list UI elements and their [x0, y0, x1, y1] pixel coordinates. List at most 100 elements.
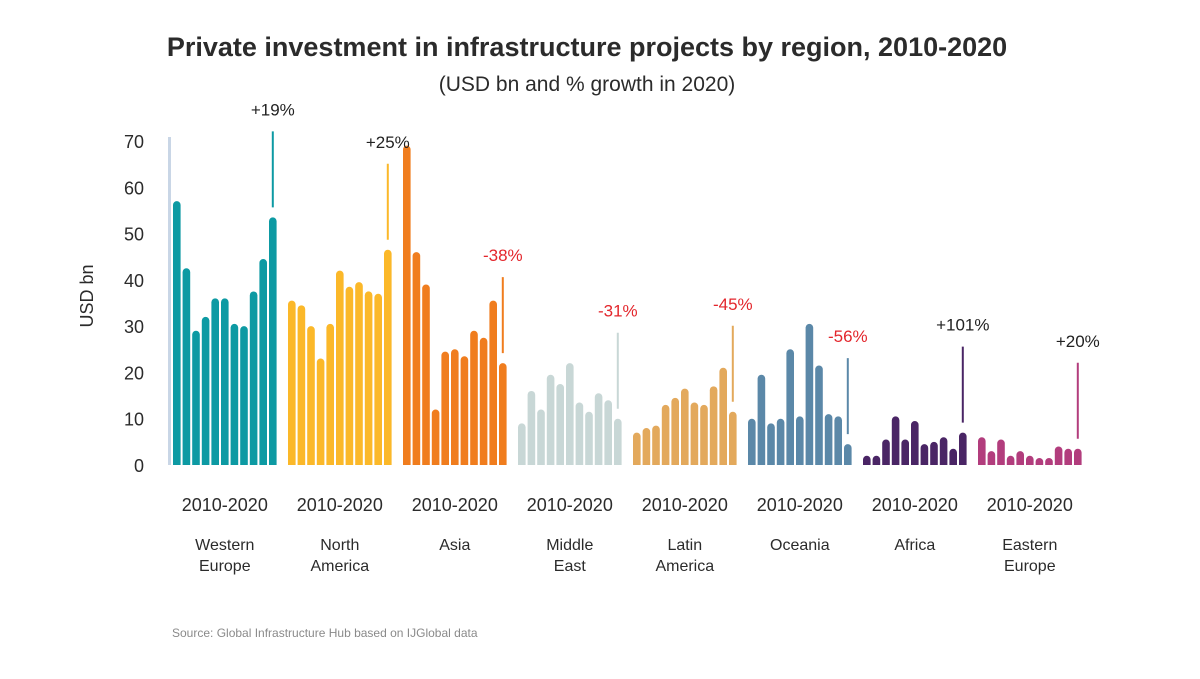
bar [959, 432, 967, 465]
series-oceania [748, 323, 852, 465]
region-label: Eastern [1002, 537, 1057, 554]
growth-label: -45% [713, 295, 753, 314]
bar [949, 448, 957, 465]
series-eastern-europe [978, 437, 1082, 465]
bar [211, 298, 219, 465]
bar [911, 421, 919, 465]
bar [690, 402, 699, 465]
bar [585, 411, 593, 465]
series-middle-east [518, 363, 622, 465]
bar [786, 349, 794, 465]
period-label: 2010-2020 [182, 495, 268, 515]
bar [355, 282, 363, 465]
bar [920, 444, 929, 465]
region-label: Oceania [770, 537, 830, 554]
series-north-america [288, 249, 392, 465]
bar [288, 300, 296, 465]
growth-label: +25% [366, 133, 410, 152]
bar [182, 268, 191, 465]
bar [537, 409, 545, 465]
period-label: 2010-2020 [757, 495, 843, 515]
bar [345, 286, 354, 465]
region-label: Europe [199, 558, 251, 575]
region-label: America [655, 558, 714, 575]
bar [614, 418, 622, 465]
y-tick-label: 70 [124, 132, 144, 152]
series-asia [403, 145, 507, 465]
bar [470, 330, 478, 465]
region-label: Western [195, 537, 254, 554]
growth-label: -56% [828, 327, 868, 346]
bar [1006, 455, 1015, 465]
period-label: 2010-2020 [527, 495, 613, 515]
y-tick-label: 20 [124, 363, 144, 383]
bar [939, 437, 948, 465]
bar [364, 291, 373, 465]
bar [269, 217, 277, 465]
bar [1064, 448, 1072, 465]
period-label: 2010-2020 [872, 495, 958, 515]
growth-label: -31% [598, 302, 638, 321]
series-western-europe [173, 201, 277, 465]
x-labels: 2010-2020 Western Europe 2010-2020 North Amer… [182, 495, 1073, 575]
bar [767, 423, 775, 465]
y-tick-label: 40 [124, 271, 144, 291]
bar [891, 416, 900, 465]
growth-label: +19% [251, 100, 295, 119]
period-label: 2010-2020 [642, 495, 728, 515]
bar [978, 437, 986, 465]
region-label: North [320, 537, 359, 554]
bar [566, 363, 574, 465]
bar [1054, 446, 1063, 465]
bar [307, 326, 315, 465]
bar [441, 351, 449, 465]
bar [671, 397, 679, 465]
bar [230, 323, 239, 465]
period-label: 2010-2020 [297, 495, 383, 515]
bar [642, 427, 651, 465]
bar [1045, 458, 1053, 465]
bar [872, 455, 881, 465]
region-label: Asia [439, 537, 470, 554]
bar [824, 414, 833, 465]
region-label: America [310, 558, 369, 575]
bar [518, 423, 526, 465]
bar [815, 365, 823, 465]
bar [987, 451, 996, 465]
region-label: Latin [667, 537, 702, 554]
bar [930, 441, 938, 465]
bar [527, 390, 536, 465]
bar [748, 418, 756, 465]
region-label: Africa [894, 537, 935, 554]
region-label: Middle [546, 537, 593, 554]
bar [422, 284, 430, 465]
y-tick-label: 0 [134, 456, 144, 476]
bar [633, 432, 641, 465]
bar [604, 400, 612, 465]
y-axis-label: USD bn [77, 264, 97, 327]
bar [240, 326, 248, 465]
bar [384, 249, 392, 465]
bar [403, 145, 411, 465]
bar [709, 386, 718, 465]
bar [729, 411, 737, 465]
bar [863, 455, 871, 465]
y-tick-label: 60 [124, 178, 144, 198]
bar [326, 323, 334, 465]
y-tick-labels: 0 10 20 30 40 50 60 70 [124, 132, 144, 476]
bar [460, 356, 469, 465]
bar [757, 374, 766, 465]
bar [796, 416, 804, 465]
bar [546, 374, 555, 465]
bars [173, 145, 1082, 465]
source-note: Source: Global Infrastructure Hub based … [172, 626, 478, 640]
bar [1035, 458, 1044, 465]
bar [1016, 451, 1024, 465]
growth-label: +20% [1056, 332, 1100, 351]
bar [499, 363, 507, 465]
bar [776, 418, 785, 465]
bar [844, 444, 852, 465]
period-label: 2010-2020 [412, 495, 498, 515]
bar [805, 323, 814, 465]
